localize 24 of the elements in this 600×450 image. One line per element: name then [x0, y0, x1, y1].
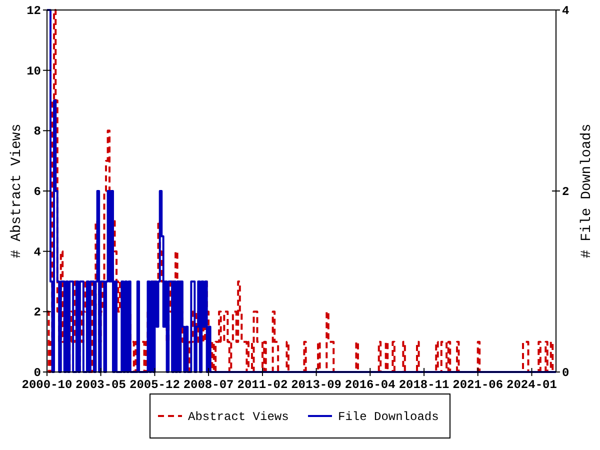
- y-tick-label: 10: [26, 64, 41, 78]
- x-tick-label: 2013-09: [291, 378, 342, 392]
- legend-label: File Downloads: [338, 410, 439, 424]
- y-tick-label: 6: [34, 185, 41, 199]
- x-tick-label: 2024-01: [506, 378, 557, 392]
- y-axis-title: # Abstract Views: [9, 124, 25, 258]
- x-tick-label: 2018-11: [398, 378, 450, 392]
- x-tick-label: 2003-05: [76, 378, 126, 392]
- y-tick-label: 4: [34, 245, 41, 260]
- y2-axis-title: # File Downloads: [579, 124, 595, 258]
- x-tick-label: 2000-10: [22, 378, 72, 392]
- x-tick-label: 2021-06: [452, 378, 504, 392]
- x-tick-label: 2008-07: [183, 378, 234, 392]
- y-tick-label: 0: [34, 366, 41, 380]
- y2-tick-label: 2: [562, 185, 570, 199]
- legend-label: Abstract Views: [188, 410, 289, 424]
- y-tick-label: 12: [26, 4, 41, 18]
- x-tick-label: 2016-04: [344, 378, 396, 392]
- y2-tick-label: 4: [562, 4, 570, 18]
- x-tick-label: 2005-12: [130, 378, 180, 392]
- y2-tick-label: 0: [562, 366, 570, 380]
- x-tick-label: 2011-02: [237, 378, 288, 392]
- y-tick-label: 8: [34, 124, 41, 139]
- y-tick-label: 2: [34, 306, 41, 320]
